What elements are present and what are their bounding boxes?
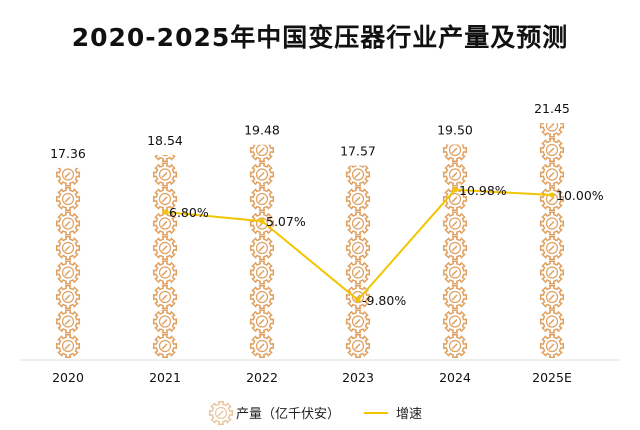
bar-label: 19.48: [244, 123, 280, 138]
bar-label: 18.54: [147, 133, 183, 148]
growth-point: [355, 297, 361, 303]
bar-label: 21.45: [534, 101, 570, 116]
bar-label: 17.36: [50, 146, 86, 161]
growth-point: [259, 218, 265, 224]
legend-gear-icon: [208, 400, 234, 426]
bar-label: 19.50: [437, 122, 473, 137]
bar-2022: [249, 144, 275, 358]
growth-point: [452, 187, 458, 193]
growth-label: 5.07%: [266, 214, 306, 229]
legend: 产量（亿千伏安） 增速: [208, 400, 422, 426]
x-tick-label: 2021: [149, 370, 181, 385]
bar-label: 17.57: [340, 144, 376, 159]
growth-point: [549, 192, 555, 198]
x-tick-label: 2024: [439, 370, 471, 385]
chart-title: 2020-2025年中国变压器行业产量及预测: [71, 23, 569, 52]
bar-2025E: [539, 123, 565, 358]
growth-label: 6.80%: [169, 205, 209, 220]
bar-2023: [345, 165, 371, 358]
growth-label: -9.80%: [362, 293, 406, 308]
growth-label: 10.00%: [556, 188, 604, 203]
x-tick-label: 2025E: [532, 370, 572, 385]
x-tick-label: 2020: [52, 370, 84, 385]
bar-2020: [55, 167, 81, 358]
x-tick-label: 2023: [342, 370, 374, 385]
growth-point: [162, 209, 168, 215]
legend-label-production: 产量（亿千伏安）: [236, 407, 340, 422]
bar-2021: [152, 154, 178, 358]
x-tick-label: 2022: [246, 370, 278, 385]
legend-label-growth: 增速: [396, 407, 422, 422]
bar-2024: [442, 144, 468, 358]
growth-label: 10.98%: [459, 183, 507, 198]
